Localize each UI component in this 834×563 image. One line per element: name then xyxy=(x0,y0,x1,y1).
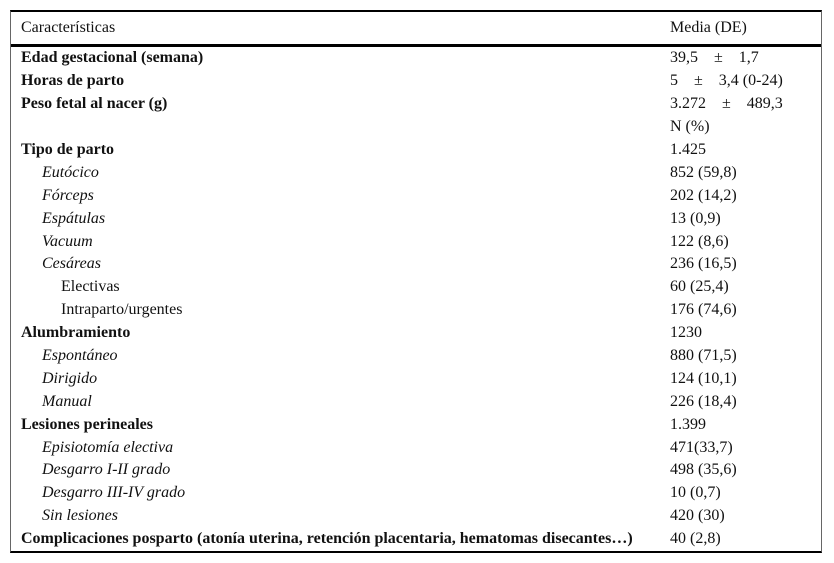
characteristics-table: Características Media (DE) Edad gestacio… xyxy=(10,10,822,553)
row-label: Tipo de parto xyxy=(21,142,115,158)
row-label: Desgarro III-IV grado xyxy=(42,485,186,502)
row-value: 420 (30) xyxy=(670,508,725,525)
table-row: Dirigido 124 (10,1) xyxy=(11,367,821,390)
row-label: Eutócico xyxy=(42,164,99,181)
row-value: 852 (59,8) xyxy=(670,164,737,181)
row-label: Vacuum xyxy=(42,233,93,250)
row-value: 1230 xyxy=(670,325,702,342)
table-row: Lesiones perineales 1.399 xyxy=(11,413,821,436)
table-row: Vacuum 122 (8,6) xyxy=(11,230,821,253)
row-label: Espontáneo xyxy=(42,348,118,365)
row-value: 40 (2,8) xyxy=(670,531,721,548)
row-value: 39,5 ± 1,7 xyxy=(670,50,759,67)
row-value: 124 (10,1) xyxy=(670,370,737,387)
row-value: 176 (74,6) xyxy=(670,302,737,319)
row-value: 498 (35,6) xyxy=(670,462,737,479)
table-row: Electivas 60 (25,4) xyxy=(11,276,821,299)
row-label: Cesáreas xyxy=(42,256,101,273)
table-row: Eutócico 852 (59,8) xyxy=(11,161,821,184)
table-row: Sin lesiones 420 (30) xyxy=(11,505,821,528)
table-row: N (%) xyxy=(11,116,821,139)
table-row: Episiotomía electiva 471(33,7) xyxy=(11,436,821,459)
table-row: Desgarro I-II grado 498 (35,6) xyxy=(11,459,821,482)
table-row: Peso fetal al nacer (g) 3.272 ± 489,3 xyxy=(11,93,821,116)
row-value: 10 (0,7) xyxy=(670,485,721,502)
row-label: Intraparto/urgentes xyxy=(61,302,183,319)
row-label: Desgarro I-II grado xyxy=(42,462,171,479)
row-value: 1.425 xyxy=(670,142,706,158)
table-row: Espontáneo 880 (71,5) xyxy=(11,345,821,368)
row-label: Episiotomía electiva xyxy=(42,439,174,456)
table-row: Cesáreas 236 (16,5) xyxy=(11,253,821,276)
column-header-characteristics: Características xyxy=(21,20,116,36)
table-row: Fórceps 202 (14,2) xyxy=(11,184,821,207)
row-label: Edad gestacional (semana) xyxy=(21,50,204,67)
row-label: Complicaciones posparto (atonía uterina,… xyxy=(21,531,633,548)
row-label: Dirigido xyxy=(42,370,98,387)
row-label: Manual xyxy=(42,393,92,410)
row-value: 1.399 xyxy=(670,416,706,433)
row-value: 122 (8,6) xyxy=(670,233,729,250)
table-row: Complicaciones posparto (atonía uterina,… xyxy=(11,528,821,551)
row-value: 60 (25,4) xyxy=(670,279,729,296)
table-row: Desgarro III-IV grado 10 (0,7) xyxy=(11,482,821,505)
table-row: Alumbramiento 1230 xyxy=(11,322,821,345)
table-row: Horas de parto 5 ± 3,4 (0-24) xyxy=(11,70,821,93)
table-row: Espátulas 13 (0,9) xyxy=(11,207,821,230)
table-header-row: Características Media (DE) xyxy=(11,12,821,47)
row-value: 202 (14,2) xyxy=(670,187,737,204)
row-label: Electivas xyxy=(61,279,120,296)
row-label: Sin lesiones xyxy=(42,508,118,525)
row-label: Fórceps xyxy=(42,187,94,204)
column-header-media-de: Media (DE) xyxy=(670,20,747,36)
row-label: Horas de parto xyxy=(21,73,125,90)
table-row: Edad gestacional (semana) 39,5 ± 1,7 xyxy=(11,47,821,70)
row-value: 471(33,7) xyxy=(670,439,733,456)
row-value: 13 (0,9) xyxy=(670,210,721,227)
table-body: Edad gestacional (semana) 39,5 ± 1,7 Hor… xyxy=(11,47,821,551)
row-value: 236 (16,5) xyxy=(670,256,737,273)
table-row: Tipo de parto 1.425 xyxy=(11,139,821,162)
row-value: 226 (18,4) xyxy=(670,393,737,410)
row-value: 3.272 ± 489,3 xyxy=(670,96,783,113)
row-value: 5 ± 3,4 (0-24) xyxy=(670,73,783,90)
table-row: Manual 226 (18,4) xyxy=(11,390,821,413)
row-label: Peso fetal al nacer (g) xyxy=(21,96,168,113)
row-label: Alumbramiento xyxy=(21,325,131,342)
row-value: 880 (71,5) xyxy=(670,348,737,365)
row-value: N (%) xyxy=(670,119,710,136)
row-label: Espátulas xyxy=(42,210,106,227)
table-row: Intraparto/urgentes 176 (74,6) xyxy=(11,299,821,322)
row-label: Lesiones perineales xyxy=(21,416,153,433)
